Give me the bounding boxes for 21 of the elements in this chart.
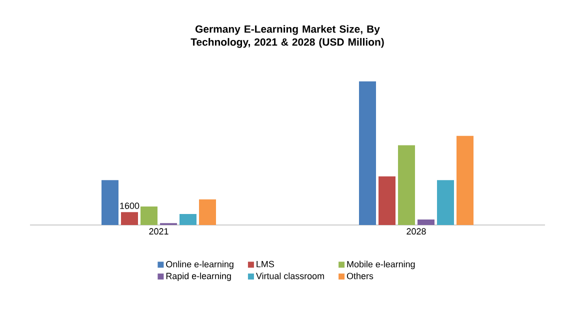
legend-label: Mobile e-learning <box>347 260 415 270</box>
bar <box>199 199 216 225</box>
bar <box>140 206 158 225</box>
legend-label: Online e-learning <box>166 260 234 270</box>
bar <box>121 212 138 225</box>
chart-title: Germany E-Learning Market Size, By Technology, 2021 & 2028 (USD Million) <box>190 25 384 48</box>
bar <box>418 219 435 225</box>
legend-label: Others <box>346 272 374 280</box>
x-tick-label: 2021 <box>149 228 168 235</box>
x-tick-label: 2028 <box>406 228 426 235</box>
bar <box>437 180 454 225</box>
bar <box>456 136 474 225</box>
bar <box>378 176 396 225</box>
bar <box>398 145 416 225</box>
legend-label: Rapid e-learning <box>166 272 231 281</box>
legend-label: LMS <box>256 260 274 268</box>
legend-label: Virtual classroom <box>256 272 324 280</box>
bar <box>180 214 197 225</box>
bar <box>102 180 118 225</box>
data-label: 1600 <box>120 202 140 209</box>
bar <box>359 81 376 225</box>
